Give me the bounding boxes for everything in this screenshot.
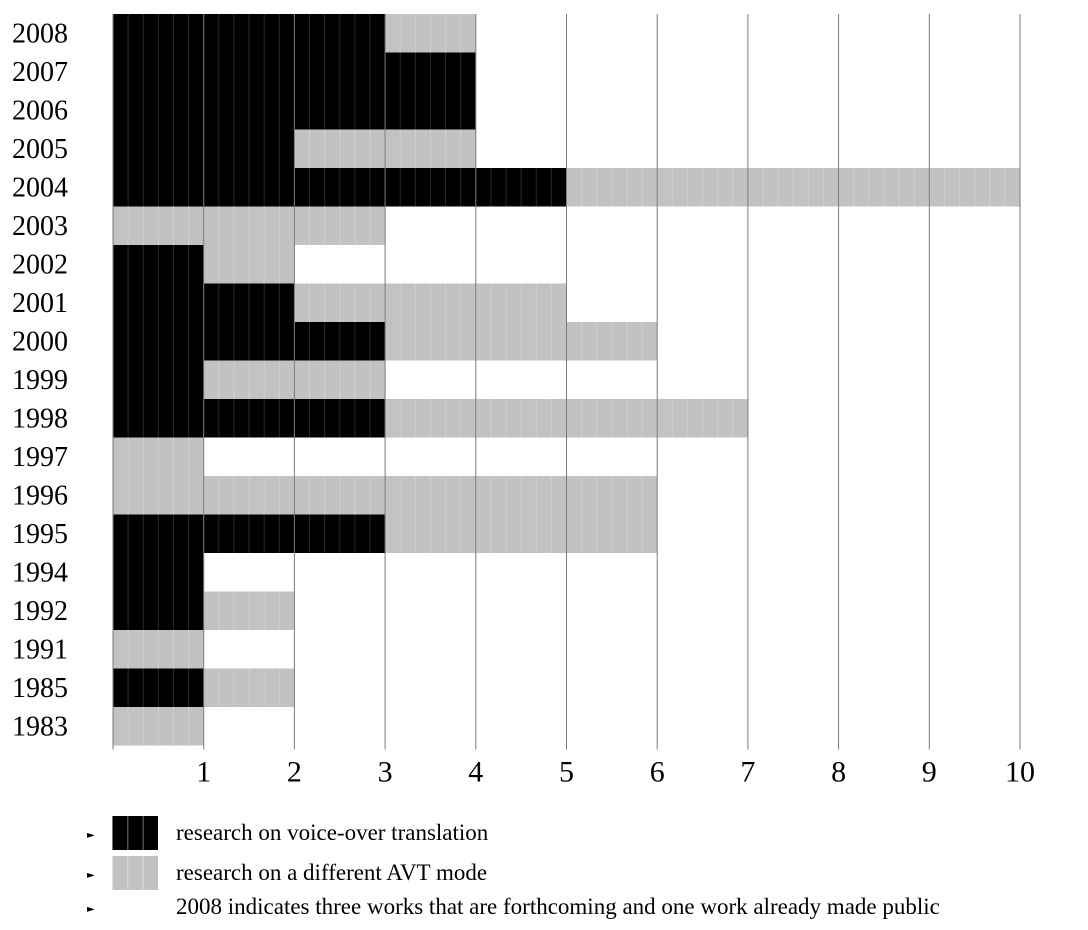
legend-swatch-other-mode [112,856,158,890]
y-tick-label: 1985 [12,673,68,704]
y-tick-label: 2008 [12,18,68,49]
x-tick-label: 3 [378,756,393,789]
y-tick-label: 1997 [12,442,68,473]
y-tick-label: 2005 [12,134,68,165]
bullet-icon: ► [87,830,95,841]
y-tick-label: 1999 [12,365,68,396]
x-tick-label: 8 [831,756,846,789]
x-tick-label: 9 [922,756,937,789]
y-tick-label: 1996 [12,480,68,511]
legend-label-voice-over: research on voice-over translation [176,820,489,845]
legend-item-other-mode: ► research on a different AVT mode [0,856,1088,896]
y-tick-label: 2003 [12,211,68,242]
y-tick-label: 1995 [12,519,68,550]
bullet-icon: ► [87,904,95,915]
x-tick-label: 1 [196,756,211,789]
y-tick-label: 1992 [12,596,68,627]
y-tick-label: 2006 [12,95,68,126]
y-tick-label: 2001 [12,288,68,319]
y-tick-label: 1991 [12,634,68,665]
y-tick-label: 1998 [12,403,68,434]
x-tick-label: 4 [468,756,483,789]
y-tick-label: 2002 [12,249,68,280]
bar-chart: 2008 2007 2006 2005 2004 2003 2002 2001 2000 1999… [12,14,1035,789]
y-tick-label: 2000 [12,326,68,357]
legend-note-text: 2008 indicates three works that are fort… [176,894,940,919]
legend-swatch-voice-over [112,816,158,850]
x-tick-label: 6 [650,756,665,789]
y-tick-label: 1994 [12,557,68,588]
bullet-icon: ► [87,870,95,881]
y-tick-label: 2007 [12,57,68,88]
y-tick-label: 1983 [12,711,68,742]
x-tick-label: 7 [740,756,755,789]
x-tick-label: 5 [559,756,574,789]
legend-label-other-mode: research on a different AVT mode [176,860,488,885]
y-tick-label: 2004 [12,172,68,203]
legend-note: ► 2008 indicates three works that are fo… [0,890,1088,930]
x-tick-label: 10 [1005,756,1035,789]
legend-item-voice-over: ► research on voice-over translation [0,816,1088,856]
x-tick-label: 2 [287,756,302,789]
